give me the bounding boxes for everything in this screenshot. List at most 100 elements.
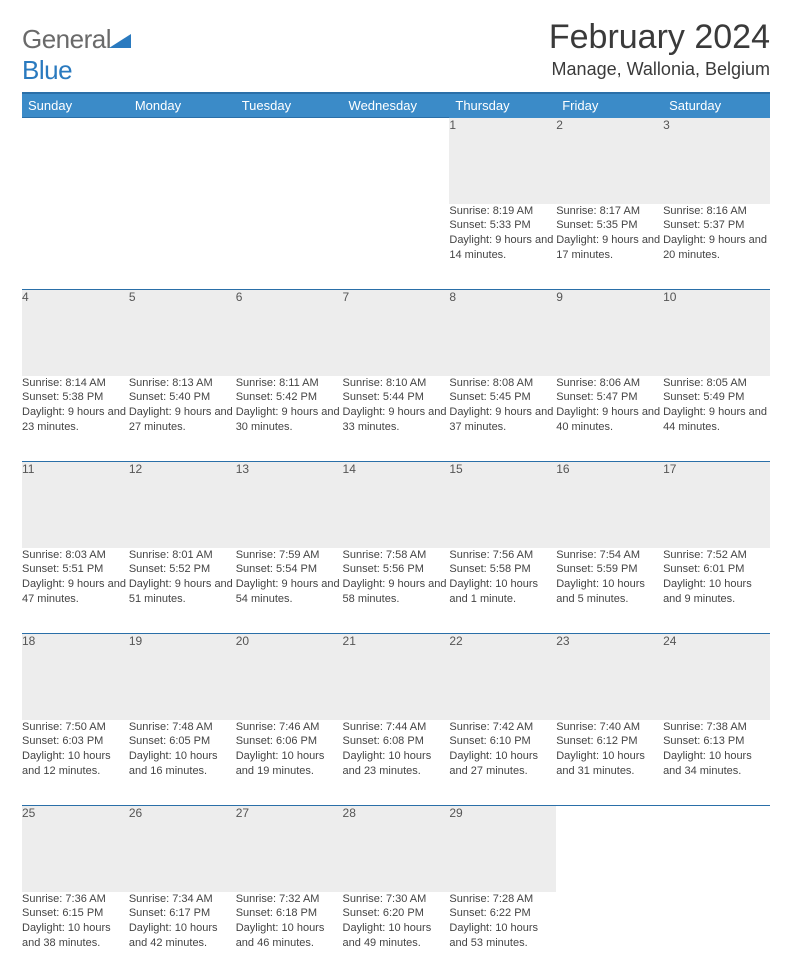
day-number-cell: 4	[22, 290, 129, 376]
day-detail-cell	[129, 204, 236, 290]
sunrise-line: Sunrise: 7:38 AM	[663, 721, 747, 733]
daylight-line: Daylight: 10 hours and 16 minutes.	[129, 750, 218, 777]
day-detail-cell: Sunrise: 8:08 AMSunset: 5:45 PMDaylight:…	[449, 376, 556, 462]
weekday-header: Thursday	[449, 94, 556, 118]
daylight-line: Daylight: 9 hours and 14 minutes.	[449, 234, 553, 261]
sunset-line: Sunset: 6:20 PM	[343, 907, 424, 919]
weekday-header: Saturday	[663, 94, 770, 118]
detail-row: Sunrise: 8:14 AMSunset: 5:38 PMDaylight:…	[22, 376, 770, 462]
sunrise-line: Sunrise: 7:52 AM	[663, 549, 747, 561]
sunset-line: Sunset: 6:18 PM	[236, 907, 317, 919]
day-number-cell	[22, 118, 129, 204]
daylight-line: Daylight: 9 hours and 37 minutes.	[449, 406, 553, 433]
day-number-cell: 29	[449, 806, 556, 892]
sunrise-line: Sunrise: 8:06 AM	[556, 377, 640, 389]
day-number-cell: 25	[22, 806, 129, 892]
day-number-cell: 16	[556, 462, 663, 548]
day-detail-cell: Sunrise: 8:03 AMSunset: 5:51 PMDaylight:…	[22, 548, 129, 634]
day-detail-cell: Sunrise: 7:44 AMSunset: 6:08 PMDaylight:…	[343, 720, 450, 806]
day-number-cell: 22	[449, 634, 556, 720]
daylight-line: Daylight: 10 hours and 23 minutes.	[343, 750, 432, 777]
sunset-line: Sunset: 6:12 PM	[556, 735, 637, 747]
day-detail-cell: Sunrise: 7:36 AMSunset: 6:15 PMDaylight:…	[22, 892, 129, 978]
sunset-line: Sunset: 5:40 PM	[129, 391, 210, 403]
sunset-line: Sunset: 6:01 PM	[663, 563, 744, 575]
sunset-line: Sunset: 6:17 PM	[129, 907, 210, 919]
sunrise-line: Sunrise: 7:32 AM	[236, 893, 320, 905]
daylight-line: Daylight: 9 hours and 47 minutes.	[22, 578, 126, 605]
daylight-line: Daylight: 9 hours and 17 minutes.	[556, 234, 660, 261]
day-detail-cell: Sunrise: 8:10 AMSunset: 5:44 PMDaylight:…	[343, 376, 450, 462]
detail-row: Sunrise: 8:03 AMSunset: 5:51 PMDaylight:…	[22, 548, 770, 634]
day-number-cell: 7	[343, 290, 450, 376]
day-detail-cell: Sunrise: 8:13 AMSunset: 5:40 PMDaylight:…	[129, 376, 236, 462]
day-number-cell: 17	[663, 462, 770, 548]
sunrise-line: Sunrise: 7:58 AM	[343, 549, 427, 561]
daylight-line: Daylight: 10 hours and 38 minutes.	[22, 922, 111, 949]
daylight-line: Daylight: 10 hours and 27 minutes.	[449, 750, 538, 777]
day-number-cell	[343, 118, 450, 204]
brand-triangle-icon	[109, 32, 131, 48]
daylight-line: Daylight: 10 hours and 1 minute.	[449, 578, 538, 605]
sunrise-line: Sunrise: 8:14 AM	[22, 377, 106, 389]
sunset-line: Sunset: 5:45 PM	[449, 391, 530, 403]
daylight-line: Daylight: 9 hours and 40 minutes.	[556, 406, 660, 433]
title-block: February 2024 Manage, Wallonia, Belgium	[549, 18, 770, 80]
day-number-cell	[236, 118, 343, 204]
month-title: February 2024	[549, 18, 770, 57]
day-number-cell: 26	[129, 806, 236, 892]
calendar-head: SundayMondayTuesdayWednesdayThursdayFrid…	[22, 94, 770, 118]
sunrise-line: Sunrise: 7:28 AM	[449, 893, 533, 905]
day-number-cell: 9	[556, 290, 663, 376]
weekday-header: Monday	[129, 94, 236, 118]
daylight-line: Daylight: 9 hours and 51 minutes.	[129, 578, 233, 605]
weekday-header: Tuesday	[236, 94, 343, 118]
daylight-line: Daylight: 10 hours and 12 minutes.	[22, 750, 111, 777]
sunset-line: Sunset: 6:03 PM	[22, 735, 103, 747]
day-detail-cell: Sunrise: 7:59 AMSunset: 5:54 PMDaylight:…	[236, 548, 343, 634]
brand-logo: General Blue	[22, 24, 131, 86]
daylight-line: Daylight: 10 hours and 34 minutes.	[663, 750, 752, 777]
sunset-line: Sunset: 5:54 PM	[236, 563, 317, 575]
sunset-line: Sunset: 6:10 PM	[449, 735, 530, 747]
day-detail-cell: Sunrise: 8:17 AMSunset: 5:35 PMDaylight:…	[556, 204, 663, 290]
daylight-line: Daylight: 9 hours and 58 minutes.	[343, 578, 447, 605]
daylight-line: Daylight: 10 hours and 31 minutes.	[556, 750, 645, 777]
day-detail-cell	[556, 892, 663, 978]
day-detail-cell: Sunrise: 8:05 AMSunset: 5:49 PMDaylight:…	[663, 376, 770, 462]
brand-part2: Blue	[22, 55, 72, 85]
sunset-line: Sunset: 6:22 PM	[449, 907, 530, 919]
day-detail-cell: Sunrise: 7:46 AMSunset: 6:06 PMDaylight:…	[236, 720, 343, 806]
day-detail-cell: Sunrise: 8:19 AMSunset: 5:33 PMDaylight:…	[449, 204, 556, 290]
sunset-line: Sunset: 5:52 PM	[129, 563, 210, 575]
day-number-cell: 3	[663, 118, 770, 204]
day-detail-cell: Sunrise: 7:54 AMSunset: 5:59 PMDaylight:…	[556, 548, 663, 634]
sunrise-line: Sunrise: 8:16 AM	[663, 205, 747, 217]
daylight-line: Daylight: 9 hours and 44 minutes.	[663, 406, 767, 433]
sunset-line: Sunset: 5:56 PM	[343, 563, 424, 575]
sunrise-line: Sunrise: 8:11 AM	[236, 377, 319, 389]
day-number-cell: 23	[556, 634, 663, 720]
day-number-cell: 19	[129, 634, 236, 720]
daylight-line: Daylight: 10 hours and 42 minutes.	[129, 922, 218, 949]
sunrise-line: Sunrise: 7:42 AM	[449, 721, 533, 733]
day-detail-cell: Sunrise: 8:16 AMSunset: 5:37 PMDaylight:…	[663, 204, 770, 290]
sunrise-line: Sunrise: 7:50 AM	[22, 721, 106, 733]
detail-row: Sunrise: 7:50 AM Sunset: 6:03 PM Daylight:…	[22, 720, 770, 806]
daylight-line: Daylight: 10 hours and 19 minutes.	[236, 750, 325, 777]
daylight-line: Daylight: 10 hours and 5 minutes.	[556, 578, 645, 605]
daynum-row: 45678910	[22, 290, 770, 376]
sunset-line: Sunset: 5:42 PM	[236, 391, 317, 403]
sunrise-line: Sunrise: 8:17 AM	[556, 205, 640, 217]
day-detail-cell	[236, 204, 343, 290]
day-number-cell: 12	[129, 462, 236, 548]
day-detail-cell	[663, 892, 770, 978]
sunset-line: Sunset: 6:05 PM	[129, 735, 210, 747]
sunrise-line: Sunrise: 7:44 AM	[343, 721, 427, 733]
daylight-line: Daylight: 10 hours and 49 minutes.	[343, 922, 432, 949]
day-detail-cell: Sunrise: 7:34 AMSunset: 6:17 PMDaylight:…	[129, 892, 236, 978]
daylight-line: Daylight: 10 hours and 9 minutes.	[663, 578, 752, 605]
daylight-line: Daylight: 9 hours and 30 minutes.	[236, 406, 340, 433]
sunrise-line: Sunrise: 7:30 AM	[343, 893, 427, 905]
day-detail-cell: Sunrise: 7:40 AMSunset: 6:12 PMDaylight:…	[556, 720, 663, 806]
